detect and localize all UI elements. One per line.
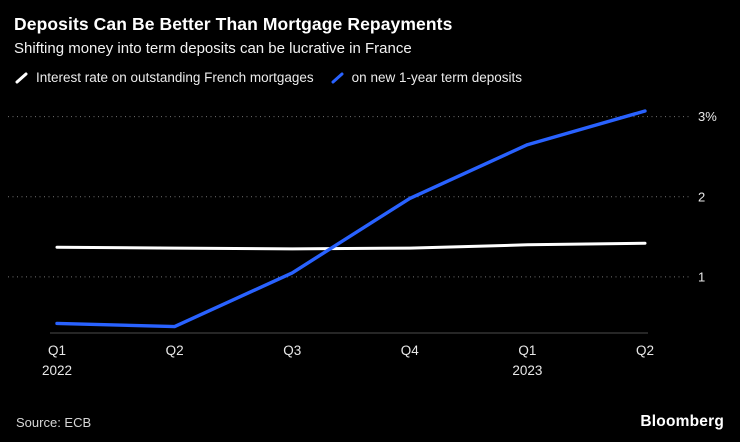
series-line-mortgages: [55, 241, 647, 251]
x-tick-label: Q2: [636, 343, 654, 358]
line-chart: 3% 2 1 Q1 2022 Q2 Q3 Q4 Q1 2023 Q2: [8, 109, 717, 378]
series-line-deposits: [55, 109, 647, 329]
x-tick-label: Q2: [166, 343, 184, 358]
bloomberg-logo: Bloomberg: [640, 413, 724, 430]
chart-legend: Interest rate on outstanding French mort…: [14, 70, 740, 85]
line-swatch-icon: [15, 72, 28, 83]
y-axis-label: 2: [698, 189, 705, 204]
x-year-label: 2023: [512, 363, 542, 378]
chart-footer: Source: ECB Bloomberg: [16, 413, 724, 431]
legend-item: on new 1-year term deposits: [330, 70, 522, 85]
line-swatch-icon: [331, 72, 344, 83]
chart-title: Deposits Can Be Better Than Mortgage Rep…: [14, 14, 453, 34]
x-tick-label: Q4: [401, 343, 420, 358]
chart-header: Deposits Can Be Better Than Mortgage Rep…: [0, 0, 740, 57]
x-year-label: 2022: [42, 363, 72, 378]
legend-label: Interest rate on outstanding French mort…: [36, 70, 314, 85]
x-tick-label: Q3: [283, 343, 301, 358]
source-label: Source: ECB: [16, 414, 92, 430]
y-axis-label: 1: [698, 269, 705, 284]
chart-subtitle: Shifting money into term deposits can be…: [14, 40, 412, 57]
legend-label: on new 1-year term deposits: [351, 70, 523, 85]
x-tick-label: Q1: [48, 343, 66, 358]
legend-item: Interest rate on outstanding French mort…: [14, 70, 314, 85]
y-axis-label: 3%: [698, 109, 717, 124]
x-tick-label: Q1: [518, 343, 536, 358]
